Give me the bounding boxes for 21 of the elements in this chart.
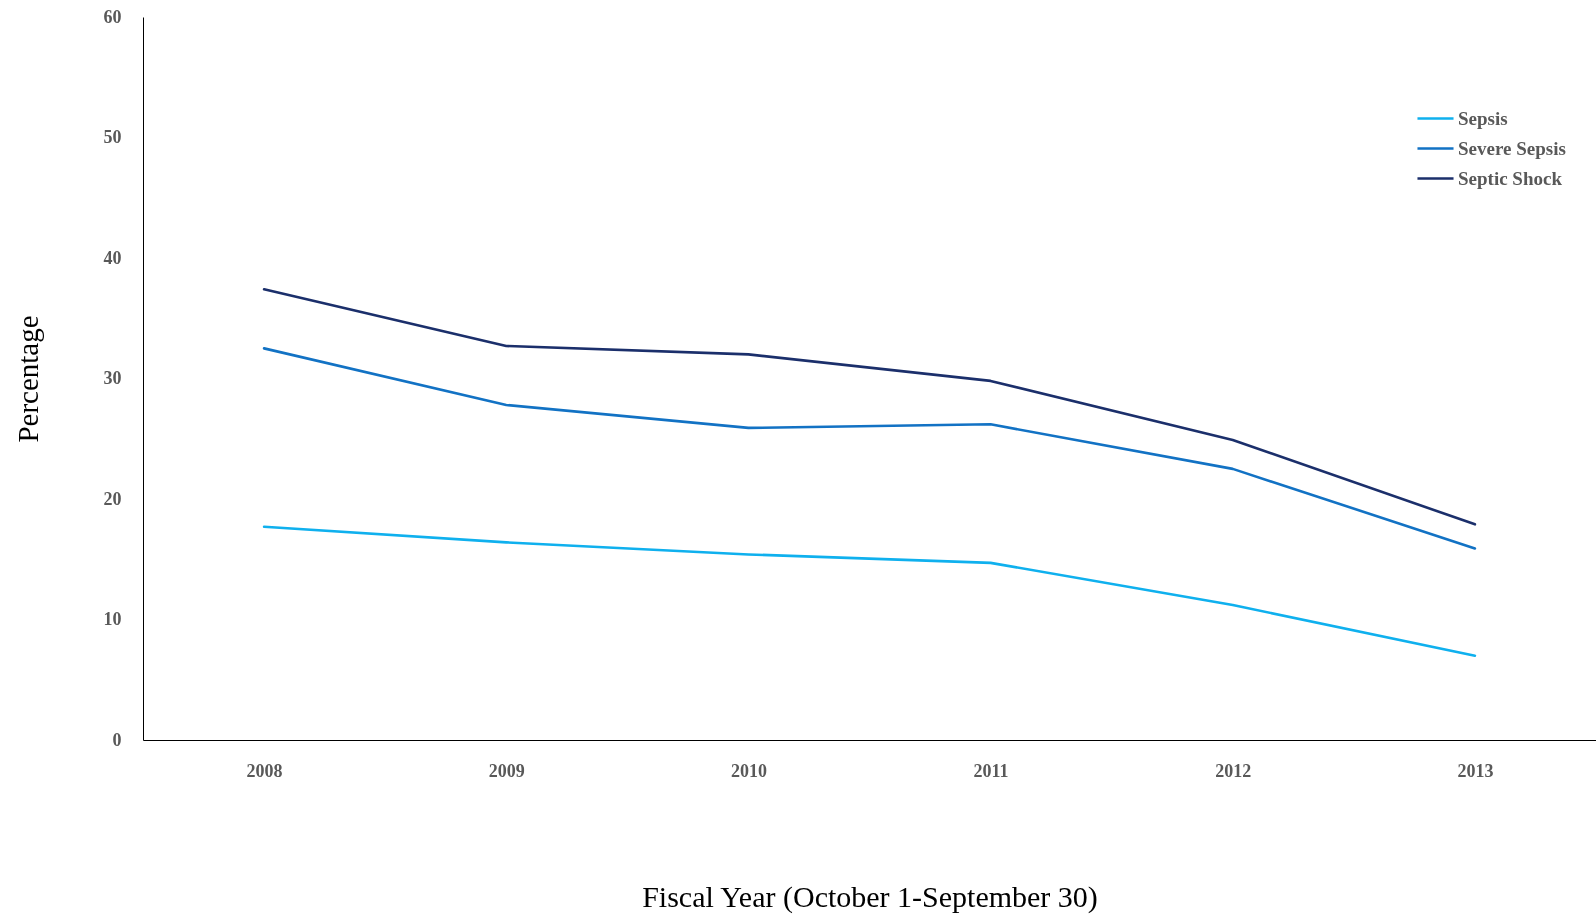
line-series — [262, 347, 1477, 550]
line-series — [262, 525, 1477, 657]
legend-label: Sepsis — [1458, 107, 1508, 129]
x-tick-label: 2012 — [1215, 760, 1252, 781]
x-tick-label: 2009 — [488, 760, 525, 781]
legend-label: Severe Sepsis — [1458, 137, 1566, 159]
y-tick-label: 40 — [103, 247, 122, 268]
y-axis-title: Percentage — [11, 315, 44, 443]
line-series — [262, 288, 1477, 526]
x-tick-label: 2011 — [973, 760, 1009, 781]
y-tick-label: 20 — [103, 488, 122, 509]
x-tick-label: 2013 — [1457, 760, 1494, 781]
y-tick-label: 60 — [103, 6, 122, 27]
y-tick-label: 0 — [112, 729, 122, 750]
y-tick-label: 10 — [103, 609, 122, 629]
legend-label: Septic Shock — [1458, 167, 1563, 189]
x-tick-label: 2010 — [730, 760, 767, 781]
y-tick-label: 30 — [103, 368, 122, 388]
y-tick-label: 50 — [103, 127, 122, 147]
x-axis-title: Fiscal Year (October 1-September 30) — [642, 879, 1098, 914]
x-tick-label: 2008 — [246, 760, 283, 781]
